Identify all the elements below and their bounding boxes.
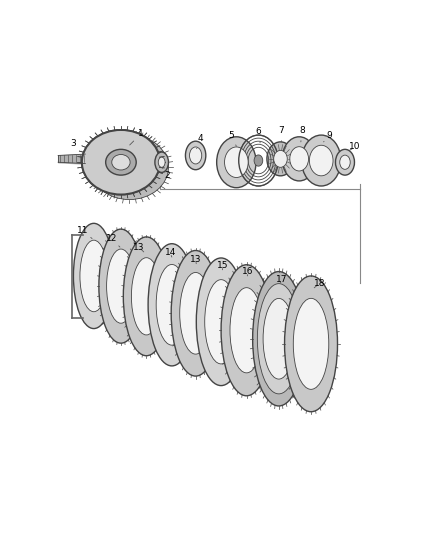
Text: 13: 13 bbox=[190, 255, 201, 264]
Ellipse shape bbox=[263, 298, 294, 379]
Ellipse shape bbox=[282, 137, 316, 181]
Ellipse shape bbox=[185, 141, 206, 169]
Ellipse shape bbox=[230, 288, 263, 373]
Ellipse shape bbox=[106, 249, 135, 323]
Text: 1: 1 bbox=[130, 129, 144, 145]
Ellipse shape bbox=[309, 146, 333, 176]
Text: 8: 8 bbox=[299, 126, 305, 142]
Ellipse shape bbox=[267, 142, 294, 176]
Ellipse shape bbox=[340, 155, 350, 169]
Text: 6: 6 bbox=[255, 127, 261, 143]
Ellipse shape bbox=[74, 223, 114, 328]
Text: 12: 12 bbox=[106, 234, 120, 247]
Ellipse shape bbox=[225, 147, 248, 177]
Ellipse shape bbox=[290, 147, 308, 171]
Ellipse shape bbox=[148, 244, 196, 366]
Text: 5: 5 bbox=[228, 131, 237, 146]
Text: 16: 16 bbox=[242, 268, 253, 277]
Text: 14: 14 bbox=[165, 248, 176, 257]
Ellipse shape bbox=[221, 265, 272, 396]
Ellipse shape bbox=[293, 298, 329, 389]
Ellipse shape bbox=[336, 149, 354, 175]
Ellipse shape bbox=[217, 137, 256, 188]
Ellipse shape bbox=[106, 149, 136, 175]
Ellipse shape bbox=[80, 240, 108, 312]
Ellipse shape bbox=[156, 264, 187, 345]
Ellipse shape bbox=[301, 135, 341, 186]
Text: 2: 2 bbox=[162, 167, 170, 180]
Ellipse shape bbox=[82, 130, 160, 195]
Ellipse shape bbox=[190, 147, 202, 164]
Text: 17: 17 bbox=[276, 275, 287, 284]
Ellipse shape bbox=[196, 258, 246, 385]
Ellipse shape bbox=[274, 150, 287, 167]
Ellipse shape bbox=[254, 155, 263, 166]
Ellipse shape bbox=[258, 284, 300, 394]
Text: 10: 10 bbox=[349, 142, 361, 151]
Ellipse shape bbox=[285, 276, 338, 411]
Text: 13: 13 bbox=[133, 243, 145, 252]
Text: 4: 4 bbox=[197, 134, 204, 149]
Ellipse shape bbox=[99, 229, 143, 343]
Ellipse shape bbox=[171, 251, 220, 376]
Ellipse shape bbox=[205, 280, 237, 364]
Text: 3: 3 bbox=[71, 139, 81, 152]
Ellipse shape bbox=[112, 155, 130, 170]
Ellipse shape bbox=[253, 271, 305, 406]
Ellipse shape bbox=[158, 157, 165, 167]
Ellipse shape bbox=[82, 130, 160, 195]
Ellipse shape bbox=[131, 258, 162, 335]
Text: 11: 11 bbox=[77, 225, 92, 239]
Text: 7: 7 bbox=[279, 126, 284, 142]
Ellipse shape bbox=[180, 272, 212, 354]
Text: 9: 9 bbox=[324, 131, 332, 142]
Ellipse shape bbox=[90, 135, 169, 199]
Text: 18: 18 bbox=[314, 279, 325, 288]
Text: 15: 15 bbox=[217, 261, 229, 270]
Ellipse shape bbox=[155, 152, 169, 172]
Ellipse shape bbox=[124, 237, 170, 356]
